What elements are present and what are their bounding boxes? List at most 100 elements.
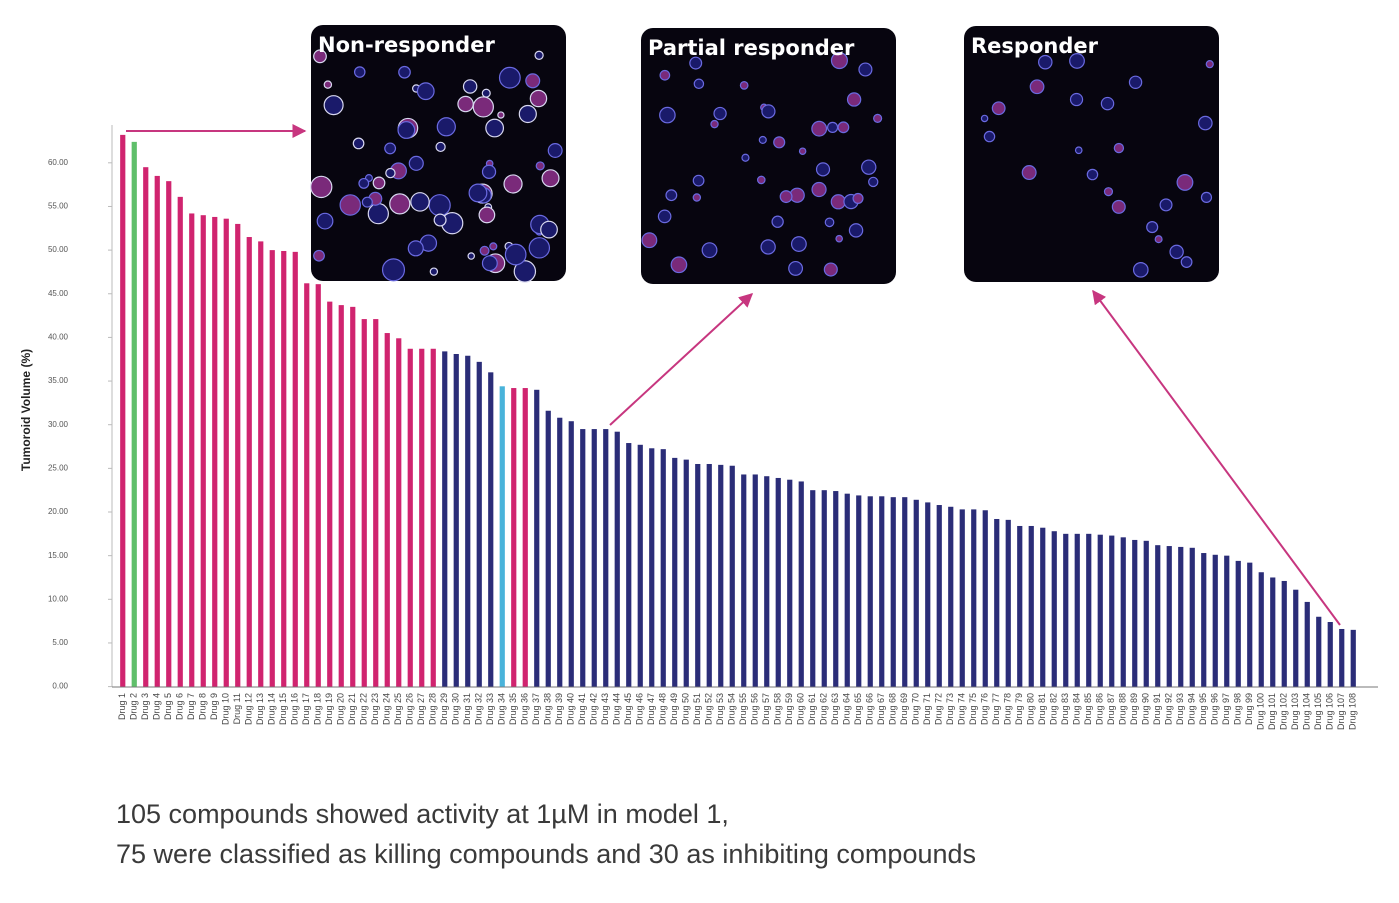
bar bbox=[902, 497, 908, 687]
cell bbox=[1038, 54, 1053, 70]
cell bbox=[760, 239, 776, 255]
y-tick-label: 20.00 bbox=[48, 507, 69, 516]
cell bbox=[534, 50, 544, 60]
x-tick-label: Drug 93 bbox=[1175, 693, 1185, 725]
bar bbox=[971, 509, 977, 687]
bar bbox=[890, 497, 896, 687]
x-tick-label: Drug 86 bbox=[1095, 693, 1105, 725]
x-tick-label: Drug 66 bbox=[865, 693, 875, 725]
cell bbox=[692, 193, 702, 202]
cell bbox=[830, 194, 846, 210]
cell bbox=[497, 111, 505, 119]
x-tick-label: Drug 73 bbox=[945, 693, 955, 725]
cell bbox=[641, 232, 658, 249]
bar bbox=[430, 348, 436, 687]
x-tick-label: Drug 54 bbox=[727, 693, 737, 725]
cell bbox=[1021, 165, 1037, 181]
bar bbox=[1212, 554, 1218, 687]
x-tick-label: Drug 108 bbox=[1348, 693, 1358, 730]
bar bbox=[1339, 628, 1345, 687]
x-tick-label: Drug 52 bbox=[704, 693, 714, 725]
x-tick-label: Drug 55 bbox=[738, 693, 748, 725]
cell bbox=[741, 153, 750, 162]
x-tick-label: Drug 76 bbox=[980, 693, 990, 725]
x-tick-label: Drug 29 bbox=[439, 693, 449, 725]
y-tick-label: 30.00 bbox=[48, 420, 69, 429]
x-tick-label: Drug 78 bbox=[1003, 693, 1013, 725]
x-tick-label: Drug 107 bbox=[1336, 693, 1346, 730]
bar bbox=[1304, 601, 1310, 687]
bar bbox=[718, 464, 724, 687]
bar bbox=[752, 474, 758, 687]
bar bbox=[706, 463, 712, 687]
cell bbox=[468, 183, 488, 203]
cell bbox=[659, 106, 676, 124]
x-tick-label: Drug 46 bbox=[635, 693, 645, 725]
bar bbox=[568, 421, 574, 687]
cell bbox=[457, 95, 474, 113]
cell bbox=[407, 240, 424, 257]
bar bbox=[867, 496, 873, 687]
cell bbox=[541, 169, 560, 188]
bar bbox=[1143, 540, 1149, 687]
bar bbox=[1120, 537, 1126, 687]
bar bbox=[154, 175, 160, 687]
x-tick-label: Drug 64 bbox=[842, 693, 852, 725]
x-tick-label: Drug 35 bbox=[508, 693, 518, 725]
bar bbox=[419, 348, 425, 687]
bar bbox=[844, 493, 850, 687]
cell bbox=[779, 190, 793, 204]
x-tick-label: Drug 12 bbox=[244, 693, 254, 725]
cell bbox=[472, 96, 494, 118]
cell bbox=[353, 66, 366, 78]
x-tick-label: Drug 25 bbox=[393, 693, 403, 725]
cell bbox=[788, 260, 804, 276]
cell bbox=[397, 121, 416, 139]
bar bbox=[1051, 531, 1057, 687]
cell bbox=[467, 252, 475, 260]
panel-title: Non-responder bbox=[318, 33, 495, 57]
bar bbox=[580, 429, 586, 687]
x-tick-label: Drug 22 bbox=[359, 693, 369, 725]
image-panel bbox=[311, 25, 566, 281]
bar bbox=[396, 338, 402, 687]
y-tick-label: 40.00 bbox=[48, 333, 69, 342]
bar bbox=[1017, 525, 1023, 687]
bar bbox=[729, 465, 735, 687]
x-tick-label: Drug 6 bbox=[175, 693, 185, 720]
bar bbox=[672, 457, 678, 687]
x-tick-label: Drug 47 bbox=[646, 693, 656, 725]
x-tick-label: Drug 48 bbox=[658, 693, 668, 725]
x-tick-label: Drug 8 bbox=[198, 693, 208, 720]
cell bbox=[498, 66, 521, 89]
cell bbox=[316, 212, 334, 230]
cell bbox=[384, 142, 397, 155]
cell bbox=[381, 258, 406, 282]
bar bbox=[246, 237, 252, 687]
x-tick-label: Drug 21 bbox=[347, 693, 357, 725]
caption: 105 compounds showed activity at 1µM in … bbox=[116, 799, 729, 829]
bar bbox=[361, 319, 367, 687]
cell bbox=[835, 234, 843, 243]
x-tick-label: Drug 26 bbox=[405, 693, 415, 725]
bar bbox=[948, 506, 954, 687]
x-tick-label: Drug 20 bbox=[336, 693, 346, 725]
bar bbox=[695, 463, 701, 687]
cell bbox=[408, 155, 424, 171]
panels: Non-responder Partial responder Responder bbox=[310, 25, 1219, 284]
bar bbox=[614, 431, 620, 687]
bar bbox=[683, 459, 689, 687]
x-tick-label: Drug 103 bbox=[1290, 693, 1300, 730]
cell bbox=[1180, 256, 1193, 268]
cell bbox=[980, 114, 989, 123]
cell bbox=[489, 242, 498, 251]
x-tick-label: Drug 2 bbox=[129, 693, 139, 720]
cell bbox=[798, 147, 807, 155]
bar bbox=[787, 479, 793, 687]
cell bbox=[761, 104, 776, 119]
x-tick-label: Drug 70 bbox=[911, 693, 921, 725]
cell bbox=[852, 192, 864, 204]
cell bbox=[771, 215, 784, 228]
cell bbox=[1200, 191, 1213, 204]
